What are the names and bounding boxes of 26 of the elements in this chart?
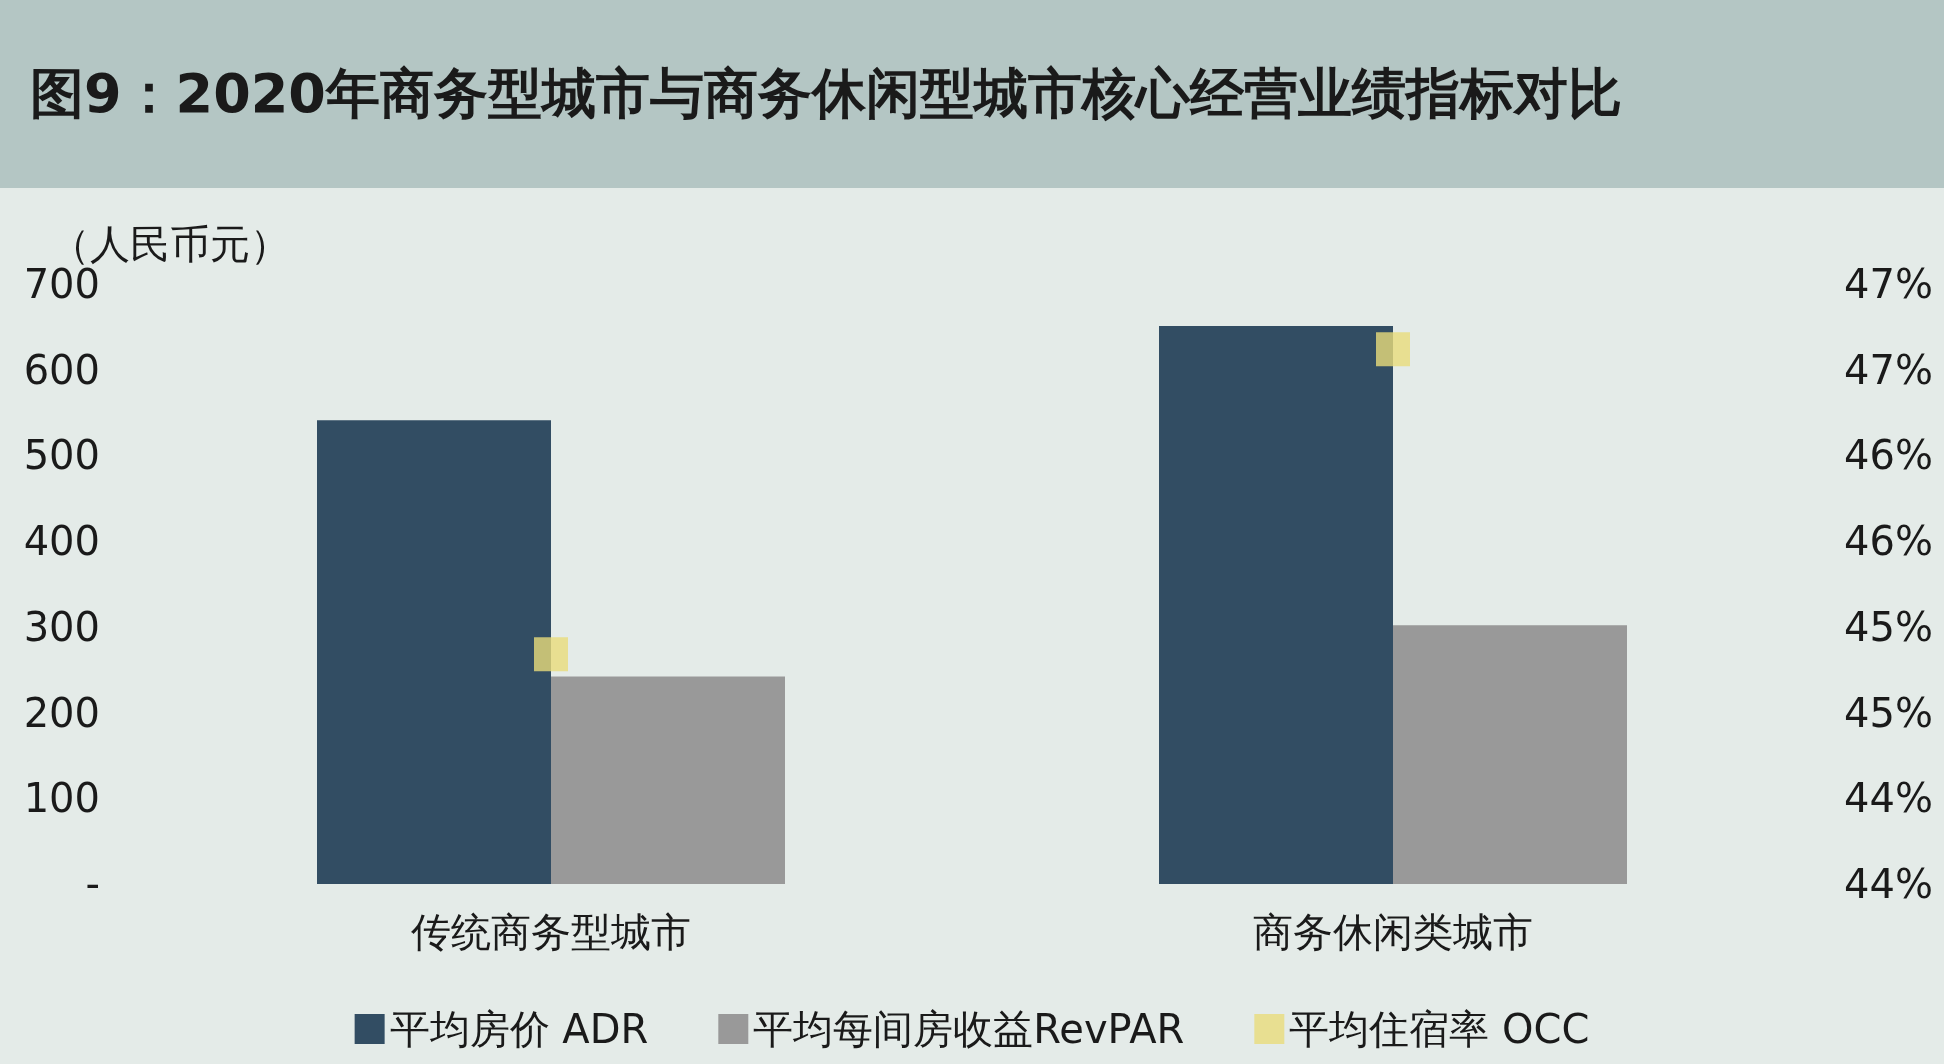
y2-tick-label: 45% — [1844, 689, 1933, 736]
y-tick-label: 200 — [23, 689, 100, 736]
y2-tick-label: 46% — [1844, 518, 1933, 565]
y2-tick-label: 47% — [1844, 346, 1933, 393]
y2-tick-label: 45% — [1844, 603, 1933, 650]
y-tick-label: 100 — [23, 775, 100, 822]
y-tick-label: 600 — [23, 346, 100, 393]
y-tick-label: - — [85, 861, 100, 907]
y-axis-title: （人民币元） — [50, 221, 290, 267]
legend-label: 平均每间房收益RevPAR — [753, 1006, 1185, 1052]
y2-tick-label: 44% — [1844, 775, 1933, 822]
bar — [317, 420, 551, 884]
bar — [1159, 326, 1393, 884]
chart-title: 图9：2020年商务型城市与商务休闲型城市核心经营业绩指标对比 — [0, 0, 1944, 188]
y2-tick-label: 47% — [1844, 261, 1933, 307]
y2-tick-label: 46% — [1844, 432, 1933, 479]
y-tick-label: 500 — [23, 432, 100, 479]
x-tick-label: 传统商务型城市 — [411, 909, 691, 955]
bar — [551, 676, 785, 884]
y-tick-label: 300 — [23, 603, 100, 650]
legend-label: 平均房价 ADR — [389, 1006, 649, 1052]
y2-tick-label: 44% — [1844, 861, 1933, 907]
x-tick-label: 商务休闲类城市 — [1253, 909, 1533, 955]
legend-label: 平均住宿率 OCC — [1289, 1006, 1590, 1052]
y-tick-label: 400 — [23, 518, 100, 565]
bar — [1393, 625, 1627, 884]
